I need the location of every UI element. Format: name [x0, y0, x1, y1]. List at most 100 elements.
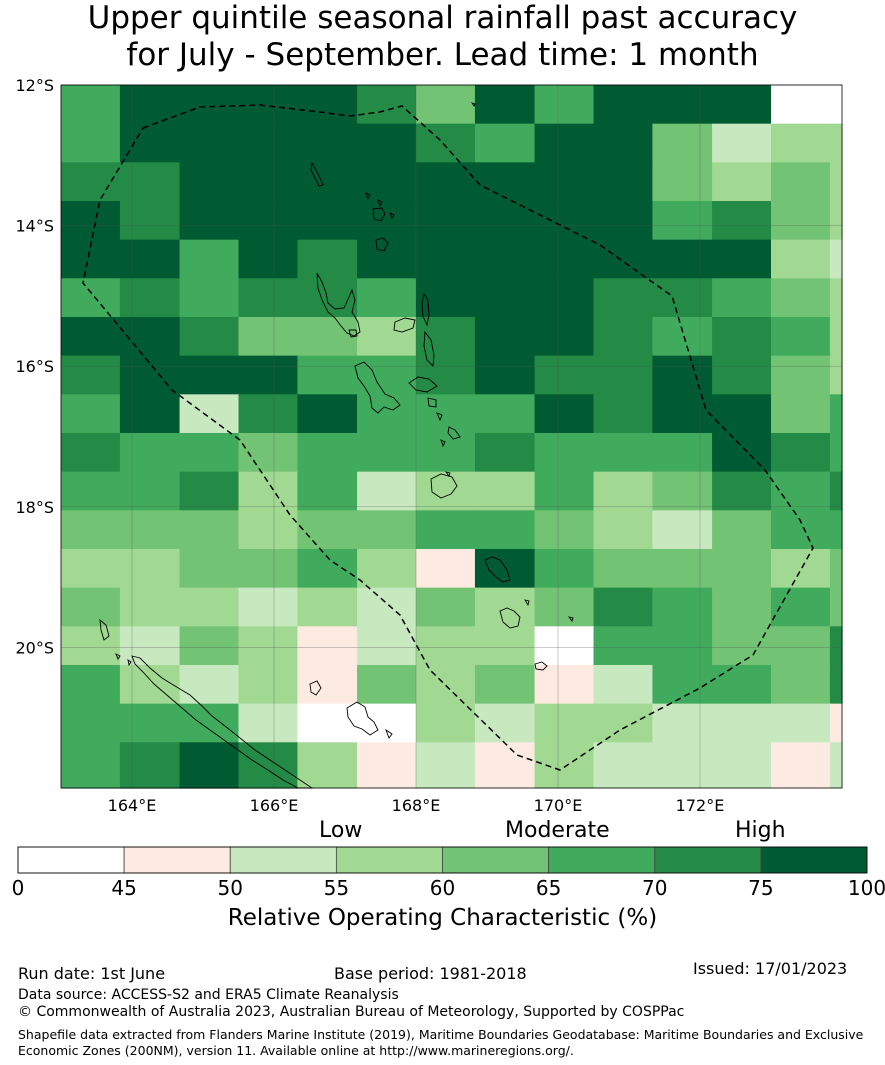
roc-cell	[593, 664, 654, 705]
island-outline	[534, 661, 548, 671]
roc-cell	[712, 85, 772, 125]
roc-cell	[179, 394, 240, 434]
colorbar-tick-label: 45	[111, 876, 137, 900]
island-outline	[408, 376, 438, 393]
roc-cell	[474, 200, 536, 241]
roc-cell	[771, 664, 831, 705]
roc-cell	[119, 85, 181, 125]
longitude-label: 168°E	[392, 796, 441, 815]
roc-cell	[829, 200, 843, 241]
island-outline	[127, 659, 132, 667]
roc-cell	[119, 316, 181, 357]
roc-cell	[179, 587, 240, 627]
roc-cell	[61, 742, 121, 789]
roc-cell	[829, 85, 843, 125]
island-outline	[348, 329, 358, 338]
roc-cell	[534, 471, 595, 511]
roc-cell	[652, 664, 713, 705]
roc-cell	[119, 548, 181, 589]
roc-cell	[771, 626, 831, 666]
roc-cell	[357, 432, 417, 473]
roc-cell	[534, 664, 595, 705]
base-period: Base period: 1981-2018	[334, 964, 527, 983]
island-outline	[524, 599, 530, 607]
roc-cell	[357, 355, 417, 395]
roc-cell	[712, 355, 772, 395]
roc-cell	[652, 742, 713, 789]
roc-cell	[179, 85, 240, 125]
roc-cell	[534, 200, 595, 241]
roc-cell	[179, 626, 240, 666]
roc-cell	[61, 703, 121, 743]
island-outline	[440, 439, 446, 448]
roc-cell	[416, 200, 476, 241]
roc-cell	[474, 85, 536, 125]
roc-cell	[179, 432, 240, 473]
roc-cell	[712, 123, 772, 163]
roc-cell	[119, 239, 181, 279]
latitude-label: 14°S	[15, 217, 54, 236]
roc-cell	[238, 355, 299, 395]
roc-cell	[712, 510, 772, 550]
roc-cell	[297, 471, 358, 511]
roc-cell	[829, 742, 843, 789]
roc-cell	[61, 432, 121, 473]
roc-cell	[652, 587, 713, 627]
island-outline	[421, 292, 430, 327]
roc-cell	[534, 510, 595, 550]
roc-cell	[238, 394, 299, 434]
roc-cell	[474, 394, 536, 434]
roc-cell	[534, 587, 595, 627]
roc-cell	[712, 742, 772, 789]
roc-cell	[474, 162, 536, 202]
longitude-label: 170°E	[534, 796, 583, 815]
roc-cell	[297, 626, 358, 666]
roc-cell	[179, 200, 240, 241]
roc-cell	[238, 162, 299, 202]
roc-cell	[771, 85, 831, 125]
roc-cell	[652, 162, 713, 202]
roc-cell	[829, 162, 843, 202]
roc-cell	[534, 239, 595, 279]
roc-cell	[238, 471, 299, 511]
roc-cell	[652, 316, 713, 357]
roc-cell	[652, 703, 713, 743]
roc-cell	[357, 626, 417, 666]
issued-date: Issued: 17/01/2023	[693, 959, 848, 978]
island-outline	[567, 616, 574, 622]
copyright: © Commonwealth of Australia 2023, Austra…	[18, 1004, 685, 1020]
roc-cell	[357, 548, 417, 589]
roc-cell	[829, 316, 843, 357]
roc-cell	[297, 355, 358, 395]
roc-cell	[652, 626, 713, 666]
roc-cell	[829, 703, 843, 743]
roc-cell	[119, 471, 181, 511]
roc-cell	[534, 85, 595, 125]
roc-cell	[652, 85, 713, 125]
roc-cell	[593, 200, 654, 241]
roc-cell	[357, 394, 417, 434]
roc-cell	[771, 432, 831, 473]
roc-cell	[297, 510, 358, 550]
roc-cell	[61, 471, 121, 511]
roc-cell	[119, 200, 181, 241]
roc-cell	[416, 432, 476, 473]
roc-cell	[61, 355, 121, 395]
roc-cell	[297, 239, 358, 279]
roc-cell	[593, 394, 654, 434]
latitude-label: 16°S	[15, 357, 54, 376]
island-outline	[423, 330, 435, 367]
roc-cell	[297, 587, 358, 627]
roc-cell	[61, 626, 121, 666]
roc-cell	[593, 587, 654, 627]
colorbar-segment	[760, 846, 868, 874]
roc-cell	[416, 587, 476, 627]
roc-cell	[712, 316, 772, 357]
roc-grid-cells	[61, 85, 843, 789]
roc-cell	[534, 278, 595, 318]
longitude-label: 166°E	[250, 796, 299, 815]
roc-cell	[593, 626, 654, 666]
roc-cell	[652, 471, 713, 511]
roc-cell	[771, 587, 831, 627]
